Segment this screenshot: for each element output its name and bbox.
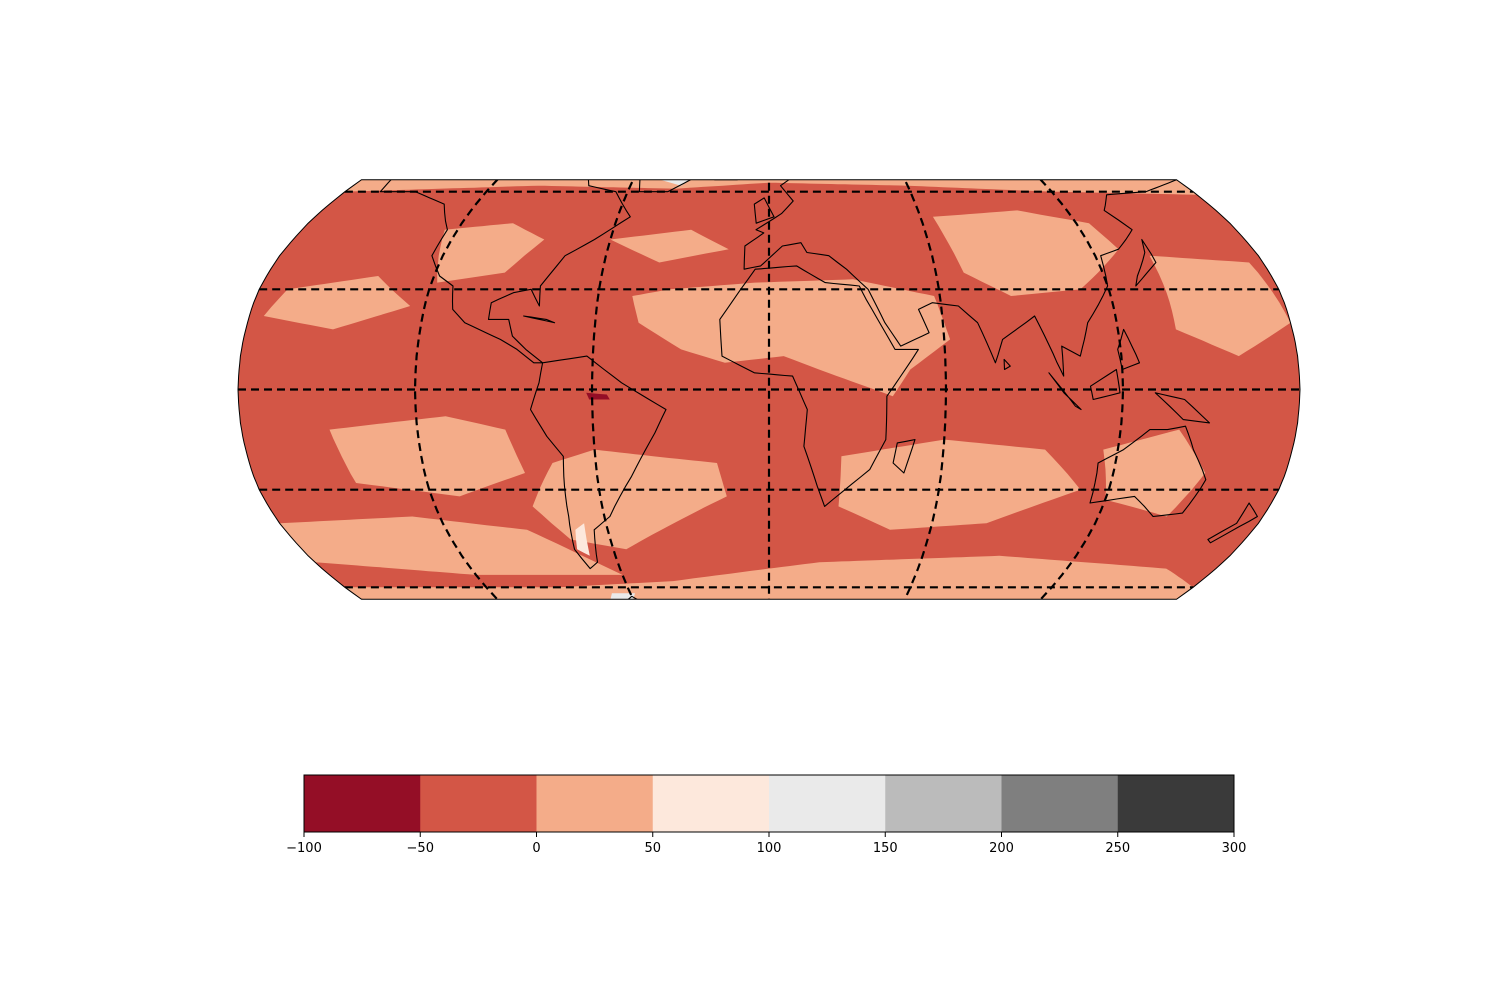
colorbar-tick-label: −100 (286, 841, 322, 856)
coastline (1089, 425, 1207, 518)
colorbar-tick-label: 300 (1222, 841, 1247, 856)
field-patch (632, 279, 951, 397)
coastline (529, 355, 667, 570)
colorbar-segment (1001, 775, 1119, 832)
coastline (753, 197, 775, 224)
field-patch (344, 179, 1197, 195)
colorbar-segment (420, 775, 537, 832)
coastline (360, 595, 1152, 600)
coastline (1117, 328, 1141, 371)
coastline (1135, 238, 1157, 287)
colorbar-tick-label: 250 (1105, 841, 1130, 856)
field-patch (610, 593, 635, 600)
coastline (1154, 392, 1211, 424)
field-patch (1103, 429, 1206, 517)
field-patch (610, 229, 729, 263)
field-patches (263, 179, 1291, 600)
colorbar-tick-label: 150 (873, 841, 898, 856)
colorbar-segment (304, 775, 421, 832)
field-patch (1149, 255, 1291, 357)
meridian-line (413, 179, 582, 600)
coastline (1089, 368, 1121, 401)
colorbar-segment (1117, 775, 1235, 832)
field-patch (329, 416, 525, 497)
coastline (1003, 358, 1011, 371)
world-map (237, 179, 1301, 600)
colorbar-segment (885, 775, 1002, 832)
field-patch (532, 449, 727, 550)
field-patch (575, 523, 590, 556)
coastline (743, 179, 1178, 377)
colorbar-segment (652, 775, 770, 832)
field-patch (437, 223, 545, 283)
coastline (1207, 502, 1258, 544)
field-patch (838, 439, 1081, 530)
colorbar-segment (536, 775, 654, 832)
field-patch (279, 516, 623, 575)
coastline (633, 179, 736, 193)
colorbar-tick-label: 0 (532, 841, 540, 856)
map-boundary (237, 179, 1301, 600)
colorbar-tick-label: 200 (989, 841, 1014, 856)
coastline (892, 439, 916, 474)
coastline (1048, 372, 1082, 411)
field-patch (658, 179, 724, 186)
colorbar: −100 −50 0 50 100 150 200 250 300 (286, 774, 1247, 856)
colorbar-tick-label: 50 (644, 841, 661, 856)
coastline (714, 179, 738, 181)
colorbar-tick-label: −50 (407, 841, 434, 856)
colorbar-segment (769, 775, 886, 832)
coastline (719, 265, 919, 507)
coastline (523, 315, 556, 324)
colorbar-tick-label: 100 (757, 841, 782, 856)
gridlines (238, 179, 1300, 600)
field-patch (932, 210, 1119, 296)
coastline (379, 179, 631, 364)
